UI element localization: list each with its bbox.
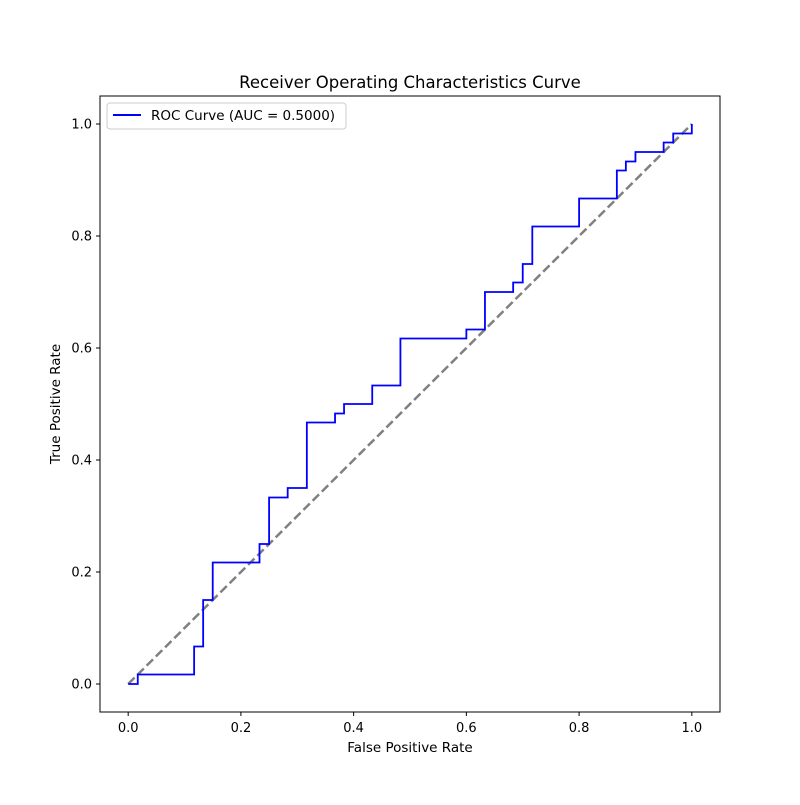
roc-curve-line (128, 124, 693, 685)
legend-label-roc-curve: ROC Curve (AUC = 0.5000) (151, 108, 335, 124)
x-tick-label: 0.8 (569, 721, 590, 736)
y-tick-label: 1.0 (71, 118, 92, 133)
axes-frame (99, 95, 721, 713)
x-axis-ticks: 0.0 0.2 0.4 0.6 0.8 1.0 (118, 712, 702, 736)
x-tick-label: 0.0 (118, 721, 139, 736)
y-axis-ticks: 0.0 0.2 0.4 0.6 0.8 1.0 (71, 118, 100, 693)
y-tick-label: 0.2 (71, 566, 92, 581)
chart-title: Receiver Operating Characteristics Curve (239, 73, 581, 92)
x-tick-label: 1.0 (681, 721, 702, 736)
series-layer (127, 123, 693, 685)
x-axis-label: False Positive Rate (347, 740, 472, 756)
y-tick-label: 0.6 (71, 342, 92, 357)
x-tick-label: 0.6 (456, 721, 477, 736)
legend: ROC Curve (AUC = 0.5000) (106, 102, 347, 130)
y-tick-label: 0.0 (71, 678, 92, 693)
chance-diagonal-line (127, 123, 693, 685)
x-tick-label: 0.2 (231, 721, 252, 736)
y-tick-label: 0.8 (71, 230, 92, 245)
y-tick-label: 0.4 (71, 454, 92, 469)
legend-box (106, 102, 347, 130)
y-axis-label: True Positive Rate (48, 344, 64, 465)
x-tick-label: 0.4 (343, 721, 364, 736)
